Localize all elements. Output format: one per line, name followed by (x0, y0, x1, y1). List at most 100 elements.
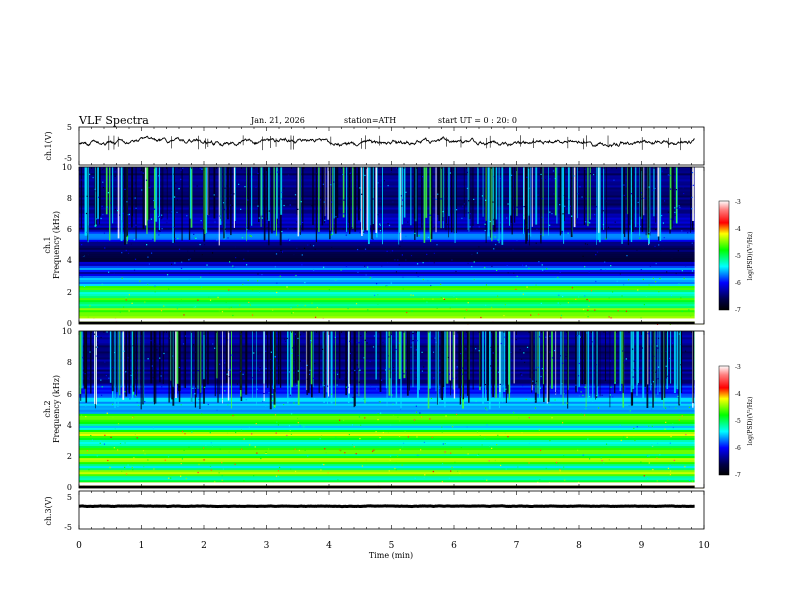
ch2-spectrogram-speckle (127, 464, 129, 466)
ch1-spectrogram-speckle (600, 269, 602, 271)
ch1-spectrogram-speckle (436, 244, 438, 246)
ch1-spectrogram-speckle (377, 294, 379, 296)
ch2-spectrogram-speckle (633, 360, 635, 362)
ch2-spectrogram-speckle (320, 434, 323, 437)
ch2-spectrogram-sferic (197, 331, 199, 390)
ch1-spectrogram-speckle (180, 267, 183, 270)
ch2-spectrogram-speckle (379, 401, 381, 403)
ch1-spectrogram-speckle (422, 278, 424, 281)
ch2-spectrogram-band (79, 429, 704, 432)
ch1-spectrogram-speckle (544, 179, 547, 181)
ch1-spectrogram-speckle (125, 249, 127, 252)
ch3-ytick-neg5: -5 (64, 523, 72, 532)
ch1-spectrogram-speckle (675, 189, 678, 191)
ch2-spectrogram-speckle (651, 445, 653, 447)
ch1-spectrogram-speckle (135, 238, 137, 240)
ch1-colorbar-scale (719, 201, 729, 310)
ch2-spectrogram-speckle (439, 371, 441, 373)
ch1-spectrogram-speckle (217, 296, 219, 298)
ch1-spectrogram-speckle (204, 244, 206, 246)
ch2-spectrogram-sferic (485, 331, 487, 402)
ch1-spectrogram-speckle (456, 298, 458, 300)
ch1-spectrogram-speckle (322, 266, 325, 268)
ch1-spectrogram-band (79, 315, 704, 319)
ch1-spectrogram-sferic (672, 167, 674, 221)
ch1-spectrogram-speckle (466, 187, 469, 189)
ch2-spectrogram-speckle (477, 454, 479, 457)
ch1-spectrogram-sferic (172, 167, 174, 243)
ch2-spectrogram-speckle (503, 344, 505, 346)
ch1-spectrogram-band (79, 181, 704, 184)
ch2-spectrogram-band (79, 479, 704, 483)
ch2-spectrogram-speckle (401, 464, 403, 466)
ch1-spectrogram-speckle (490, 306, 493, 309)
ch1-spectrogram-speckle (259, 282, 261, 284)
ch1-spectrogram-speckle (196, 185, 198, 187)
ch1-spectrogram-band (79, 253, 704, 256)
ch1-spectrogram-speckle (195, 237, 197, 240)
ch1-spectrogram-speckle (481, 195, 484, 197)
ch1-spectrogram-sferic (98, 167, 100, 225)
ch1-spectrogram-speckle (553, 193, 555, 195)
ch1-spectrogram-speckle (117, 228, 119, 230)
ch2-spectrogram-speckle (88, 469, 90, 471)
ch1-spectrogram-speckle (229, 204, 232, 206)
ch1-spectrogram-speckle (85, 212, 88, 215)
ch1-spectrogram-sferic (280, 167, 283, 215)
ch1-spectrogram-speckle (142, 172, 144, 174)
ch1-spectrogram-speckle (681, 310, 683, 312)
ch1-spectrogram-band (79, 307, 704, 311)
ch2-spectrogram-speckle (417, 454, 419, 456)
ch2-spectrogram-speckle (157, 368, 159, 371)
ch1-spectrogram-speckle (582, 255, 584, 257)
x-tick-8: 8 (576, 541, 582, 551)
ch1-spectrogram-sferic (332, 167, 334, 235)
ch2-spectrogram-speckle (479, 434, 481, 437)
ch1-spectrogram-speckle (342, 173, 344, 176)
ch2-spectrogram-speckle (236, 383, 239, 385)
ch2-spectrogram-sferic (692, 331, 694, 394)
ch2-spectrogram-speckle (632, 348, 634, 350)
ch1-spectrogram-speckle (106, 206, 108, 208)
ch1-spectrogram-sferic (548, 167, 549, 236)
ch2-spectrogram-speckle (114, 351, 116, 354)
ch1-spectrogram-speckle (230, 306, 232, 308)
ch1-spectrogram-speckle (166, 222, 168, 224)
ch2-spectrogram-sferic (597, 331, 599, 387)
ch1-spectrogram-speckle (402, 276, 404, 278)
ch1-spectrogram-speckle (405, 259, 407, 261)
ch2-spectrogram-speckle (257, 353, 259, 355)
ch2-spectrogram-speckle (535, 380, 538, 382)
ch1-spectrogram-speckle (637, 223, 639, 225)
ch1-spectrogram-speckle (357, 271, 359, 273)
ch2-spectrogram-sferic (273, 331, 276, 405)
ch2-spectrogram-sferic (460, 331, 462, 405)
ch2-spectrogram-band (79, 403, 704, 406)
ch2-spectrogram-sferic (479, 331, 482, 387)
ch1-spectrogram-speckle (426, 301, 428, 303)
ch1-spectrogram-sferic (542, 167, 544, 237)
ch1-spectrogram-speckle (641, 195, 643, 197)
ch2-spectrogram-speckle (357, 368, 360, 370)
ch2-spectrogram-speckle (271, 400, 273, 402)
ch1-spectrogram-speckle (462, 205, 464, 207)
ch1-spectrogram-speckle (158, 215, 160, 218)
ch2-cbar-tick-neg6: -6 (735, 445, 741, 452)
ch1-spectrogram-speckle (562, 213, 564, 215)
ch2-spectrogram-speckle (245, 399, 247, 401)
ch2-spectrogram-speckle (561, 362, 564, 364)
ch2-spectrogram-speckle (127, 392, 129, 394)
ch2-spectrogram-speckle (127, 357, 129, 359)
ch2-spectrogram-speckle (412, 332, 414, 335)
ch2-spectrogram-sferic (335, 331, 336, 406)
ch1-spectrogram-sferic (401, 167, 404, 225)
ch1-spectrogram-speckle (430, 284, 432, 287)
ch1-spectrogram-speckle (379, 224, 382, 227)
ch1-spectrogram-speckle (380, 184, 382, 186)
ch2-spectrogram-sferic (168, 331, 170, 403)
ch1-spectrogram-sferic (413, 167, 416, 219)
ch1-spectrogram-sferic (97, 167, 99, 219)
ch1-spectrogram-sferic (647, 167, 650, 235)
ch2-spectrogram-band (79, 437, 704, 440)
ch2-spectrogram-image (79, 331, 704, 489)
